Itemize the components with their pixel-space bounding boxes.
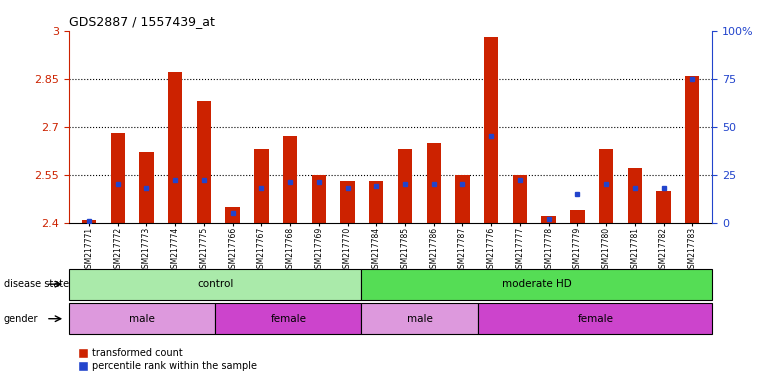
Bar — [283, 136, 297, 223]
Text: moderate HD: moderate HD — [502, 279, 571, 289]
Bar — [512, 175, 527, 223]
Bar — [110, 133, 125, 223]
Bar — [479, 303, 712, 334]
Bar — [656, 191, 671, 223]
Bar — [312, 175, 326, 223]
Bar — [215, 303, 362, 334]
Bar — [484, 37, 499, 223]
Bar — [685, 76, 699, 223]
Text: female: female — [270, 314, 306, 324]
Text: male: male — [407, 314, 433, 324]
Bar — [362, 303, 479, 334]
Bar — [254, 149, 269, 223]
Bar — [369, 181, 384, 223]
Bar — [82, 220, 97, 223]
Text: gender: gender — [4, 314, 38, 324]
Bar — [69, 269, 362, 300]
Bar — [627, 168, 642, 223]
Text: male: male — [129, 314, 155, 324]
Bar — [542, 216, 556, 223]
Bar — [362, 269, 712, 300]
Bar — [427, 143, 441, 223]
Bar — [197, 101, 211, 223]
Text: control: control — [197, 279, 234, 289]
Legend: transformed count, percentile rank within the sample: transformed count, percentile rank withi… — [74, 344, 261, 375]
Bar — [139, 152, 154, 223]
Text: GDS2887 / 1557439_at: GDS2887 / 1557439_at — [69, 15, 214, 28]
Bar — [570, 210, 584, 223]
Bar — [168, 72, 182, 223]
Bar — [225, 207, 240, 223]
Bar — [340, 181, 355, 223]
Bar — [398, 149, 412, 223]
Text: disease state: disease state — [4, 279, 69, 289]
Bar — [599, 149, 614, 223]
Bar — [69, 303, 215, 334]
Bar — [455, 175, 470, 223]
Text: female: female — [578, 314, 614, 324]
